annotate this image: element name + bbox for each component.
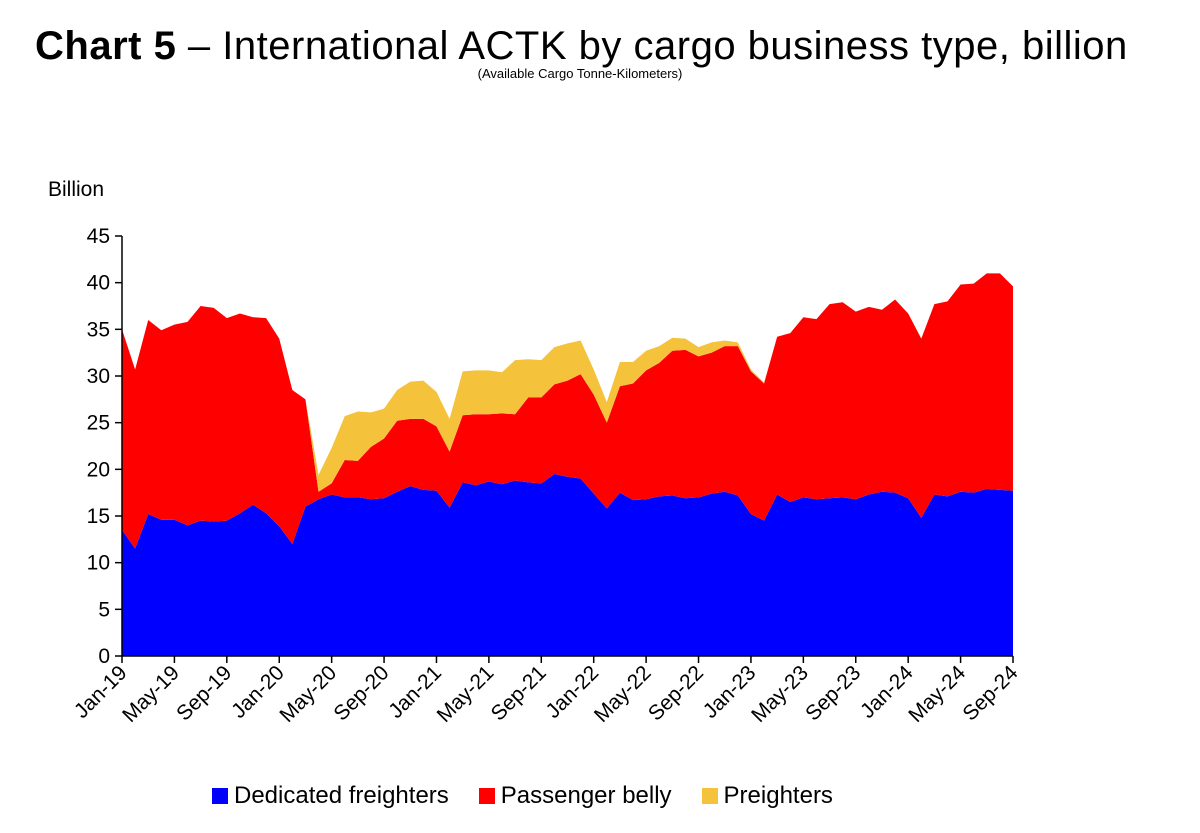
y-tick-label: 15 (87, 505, 110, 528)
legend-swatch-passenger-belly (478, 788, 495, 804)
x-tick-label: May-22 (590, 661, 656, 727)
chart-title-bold: Chart 5 (35, 24, 177, 68)
y-axis-unit-label: Billion (48, 178, 104, 201)
y-tick-label: 0 (98, 645, 110, 668)
chart-title-rest: – International ACTK by cargo business t… (176, 24, 1128, 68)
legend-item-passenger-belly: Passenger belly (478, 782, 672, 810)
x-tick-label: Sep-20 (329, 661, 393, 725)
x-tick-label: Sep-22 (644, 661, 708, 725)
series-area-preighters (122, 273, 1013, 492)
y-tick-label: 10 (87, 552, 110, 575)
chart-title: Chart 5 – International ACTK by cargo bu… (35, 18, 1155, 74)
legend-label-preighters: Preighters (723, 782, 833, 809)
x-tick-label: May-19 (118, 661, 184, 727)
x-tick-label: Sep-23 (801, 661, 865, 725)
legend-item-dedicated-freighters: Dedicated freighters (212, 782, 449, 810)
y-tick-label: 30 (87, 365, 110, 388)
area-layer (122, 273, 1013, 656)
legend-label-passenger-belly: Passenger belly (500, 782, 672, 809)
x-tick-label: May-20 (275, 661, 341, 727)
series-area-dedicated-freighters (122, 474, 1013, 656)
legend-label-dedicated-freighters: Dedicated freighters (234, 782, 449, 809)
legend-swatch-preighters (701, 788, 718, 804)
y-tick-label: 45 (87, 225, 110, 248)
y-tick-label: 35 (87, 318, 110, 341)
y-tick-label: 20 (87, 458, 110, 481)
x-tick-label: May-23 (747, 661, 813, 727)
legend-swatch-dedicated-freighters (212, 788, 228, 804)
x-tick-label: Sep-21 (487, 661, 551, 725)
chart-subtitle: (Available Cargo Tonne-Kilometers) (477, 66, 683, 81)
y-tick-label: 40 (87, 272, 110, 295)
x-tick-label: May-21 (433, 661, 499, 727)
y-tick-label: 5 (98, 598, 110, 621)
legend: Dedicated freighters Passenger belly Pre… (212, 782, 863, 810)
y-tick-label: 25 (87, 412, 110, 435)
legend-item-preighters: Preighters (701, 782, 833, 810)
series-area-passenger-belly (122, 273, 1013, 549)
x-tick-label: Sep-19 (172, 661, 236, 725)
x-tick-label: May-24 (904, 661, 970, 727)
x-tick-label: Sep-24 (958, 661, 1022, 725)
